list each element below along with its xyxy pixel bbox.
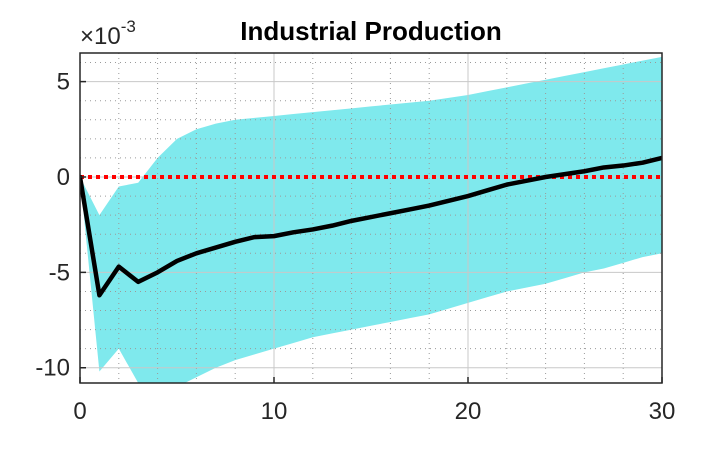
- y-multiplier-base: ×10: [80, 23, 121, 50]
- chart-title: Industrial Production: [240, 16, 501, 46]
- y-tick-label: 5: [57, 69, 70, 96]
- plot-frame: [79, 52, 663, 384]
- y-tick-label: -5: [49, 259, 70, 286]
- y-tick-label: -10: [35, 355, 70, 382]
- confidence-band: [80, 56, 662, 383]
- x-tick-label: 0: [73, 398, 86, 425]
- y-multiplier: ×10-3: [80, 17, 136, 50]
- x-tick-label: 30: [649, 398, 676, 425]
- x-tick-label: 10: [261, 398, 288, 425]
- y-tick-label: 0: [57, 164, 70, 191]
- series-line: [80, 155, 662, 298]
- x-tick-label: 20: [455, 398, 482, 425]
- y-multiplier-exponent: -3: [121, 17, 136, 36]
